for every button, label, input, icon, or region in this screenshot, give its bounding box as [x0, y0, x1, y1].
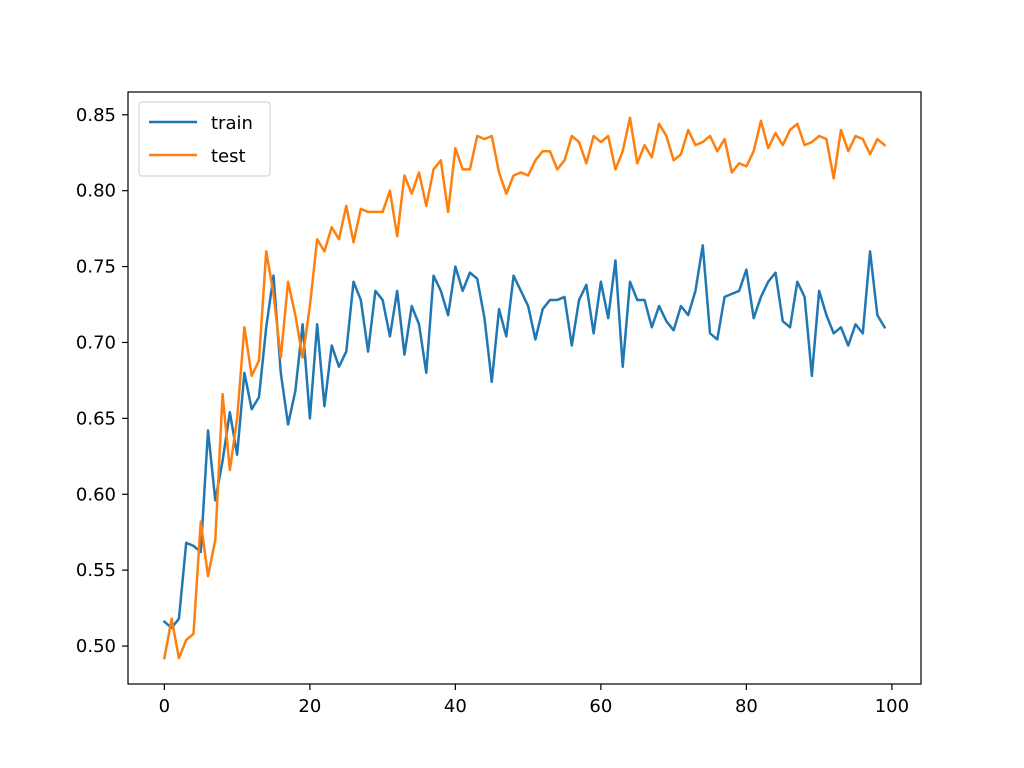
- legend-box: [138, 101, 271, 177]
- x-tick-label: 60: [589, 696, 612, 717]
- x-tick-label: 40: [444, 696, 467, 717]
- x-tick-label: 80: [735, 696, 758, 717]
- x-tick-label: 100: [875, 696, 909, 717]
- plot-frame: [127, 91, 922, 685]
- y-tick-label: 0.55: [76, 560, 116, 581]
- legend: train test: [138, 101, 271, 177]
- series-line-test: [162, 116, 887, 660]
- y-tick-label: 0.70: [76, 332, 116, 353]
- series-layer: [162, 116, 887, 660]
- legend-label-train: train: [211, 113, 253, 134]
- x-tick-label: 20: [298, 696, 321, 717]
- y-tick-label: 0.60: [76, 484, 116, 505]
- legend-label-test: test: [211, 146, 246, 167]
- series-line-train: [162, 244, 887, 630]
- y-tick-label: 0.85: [76, 105, 116, 126]
- y-tick-label: 0.75: [76, 257, 116, 278]
- y-tick-label: 0.65: [76, 408, 116, 429]
- y-tick-label: 0.80: [76, 181, 116, 202]
- x-tick-label: 0: [159, 696, 170, 717]
- axes-layer: 0 20 40 60 80 100 0.50 0.55 0.60 0.65 0.70 0.75 0.80…: [76, 91, 922, 717]
- y-tick-label: 0.50: [76, 636, 116, 657]
